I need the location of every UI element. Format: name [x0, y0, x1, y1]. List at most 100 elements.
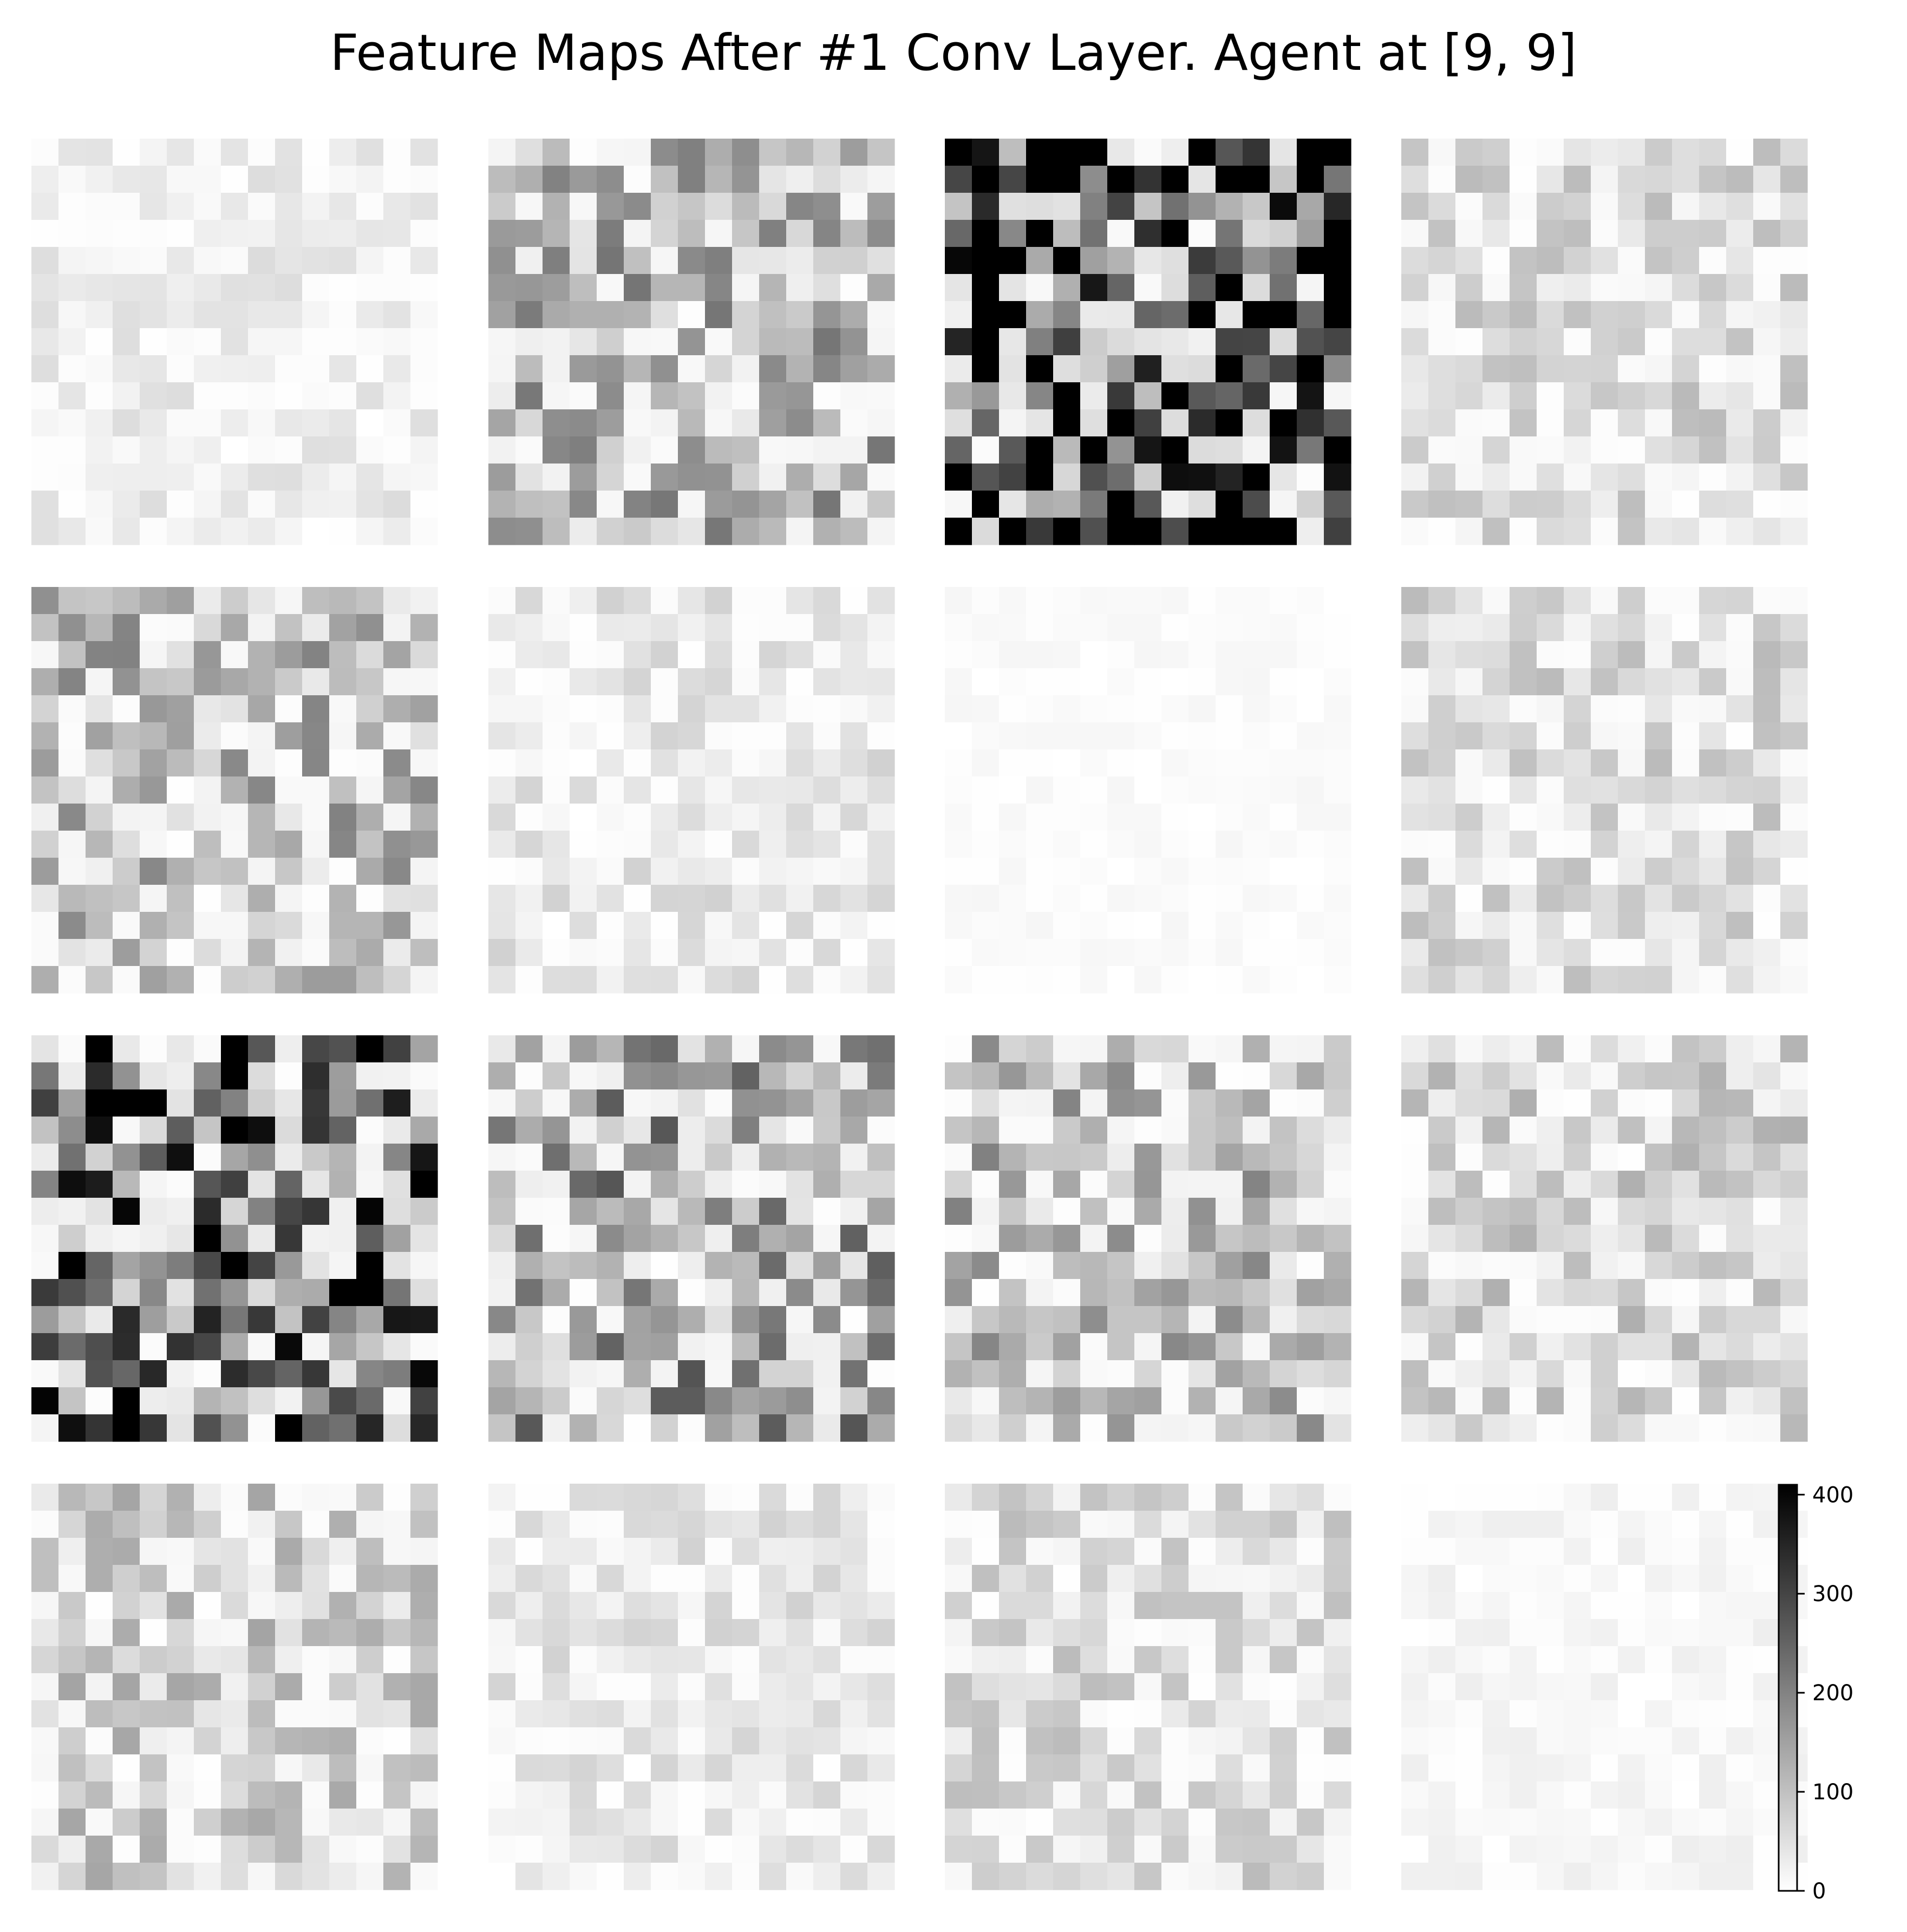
heatmap-cell: [1243, 1809, 1270, 1836]
feature-map-10: [488, 1035, 895, 1442]
heatmap-cell: [1591, 1538, 1618, 1565]
feature-map-4: [1401, 139, 1808, 545]
heatmap-cell: [813, 1836, 841, 1863]
heatmap-cell: [1428, 301, 1456, 329]
heatmap-cell: [302, 695, 330, 723]
heatmap-cell: [786, 1754, 814, 1782]
heatmap-cell: [624, 464, 651, 491]
heatmap-cell: [248, 939, 276, 967]
heatmap-cell: [678, 1646, 706, 1674]
heatmap-cell: [813, 668, 841, 696]
heatmap-cell: [678, 804, 706, 831]
heatmap-cell: [1428, 1035, 1456, 1063]
heatmap-cell: [1428, 328, 1456, 356]
heatmap-cell: [1243, 776, 1270, 804]
heatmap-cell: [1134, 695, 1162, 723]
heatmap-cell: [759, 641, 787, 669]
heatmap-cell: [1672, 776, 1700, 804]
heatmap-cell: [1455, 1414, 1483, 1442]
heatmap-cell: [1537, 518, 1564, 545]
heatmap-cell: [732, 1836, 760, 1863]
heatmap-cell: [86, 1225, 113, 1252]
heatmap-cell: [1483, 1035, 1510, 1063]
heatmap-cell: [678, 885, 706, 912]
heatmap-cell: [624, 939, 651, 967]
heatmap-cell: [356, 695, 384, 723]
heatmap-cell: [113, 1538, 140, 1565]
heatmap-cell: [705, 1144, 733, 1171]
heatmap-cell: [543, 328, 570, 356]
heatmap-cell: [1672, 1592, 1700, 1620]
heatmap-cell: [248, 1538, 276, 1565]
heatmap-cell: [570, 139, 597, 166]
heatmap-cell: [1107, 641, 1135, 669]
heatmap-cell: [1401, 1279, 1429, 1307]
heatmap-cell: [1618, 695, 1645, 723]
heatmap-cell: [515, 1511, 543, 1538]
heatmap-cell: [1483, 885, 1510, 912]
heatmap-cell: [1726, 1387, 1754, 1415]
heatmap-cell: [113, 831, 140, 858]
heatmap-cell: [1297, 491, 1324, 518]
heatmap-cell: [113, 966, 140, 994]
heatmap-cell: [624, 491, 651, 518]
heatmap-cell: [1188, 139, 1216, 166]
heatmap-cell: [732, 247, 760, 275]
heatmap-cell: [1726, 1171, 1754, 1198]
heatmap-cell: [1726, 220, 1754, 247]
heatmap-cell: [1455, 1035, 1483, 1063]
heatmap-cell: [58, 912, 86, 939]
heatmap-cell: [302, 885, 330, 912]
heatmap-cell: [275, 614, 303, 642]
heatmap-cell: [1297, 831, 1324, 858]
heatmap-cell: [1080, 193, 1108, 220]
heatmap-cell: [1297, 939, 1324, 967]
heatmap-cell: [248, 301, 276, 329]
heatmap-cell: [1699, 139, 1727, 166]
heatmap-cell: [383, 1062, 411, 1090]
heatmap-cell: [1618, 1089, 1645, 1117]
heatmap-cell: [1401, 1171, 1429, 1198]
heatmap-cell: [86, 614, 113, 642]
heatmap-cell: [31, 1062, 59, 1090]
heatmap-cell: [31, 1225, 59, 1252]
heatmap-cell: [1455, 776, 1483, 804]
heatmap-cell: [786, 1387, 814, 1415]
heatmap-cell: [570, 1700, 597, 1728]
heatmap-cell: [1591, 668, 1618, 696]
heatmap-cell: [945, 139, 972, 166]
heatmap-cell: [1297, 1673, 1324, 1701]
heatmap-cell: [275, 1673, 303, 1701]
heatmap-cell: [1080, 247, 1108, 275]
heatmap-cell: [651, 1089, 678, 1117]
heatmap-cell: [1053, 518, 1081, 545]
heatmap-cell: [221, 518, 249, 545]
heatmap-cell: [140, 912, 167, 939]
heatmap-cell: [1537, 436, 1564, 464]
heatmap-cell: [786, 1836, 814, 1863]
heatmap-cell: [1591, 776, 1618, 804]
heatmap-cell: [1591, 1484, 1618, 1511]
heatmap-cell: [1297, 858, 1324, 885]
heatmap-cell: [1537, 614, 1564, 642]
heatmap-cell: [1672, 1538, 1700, 1565]
heatmap-cell: [1699, 1836, 1727, 1863]
heatmap-cell: [999, 1062, 1027, 1090]
heatmap-cell: [140, 966, 167, 994]
heatmap-cell: [221, 1511, 249, 1538]
heatmap-cell: [1672, 804, 1700, 831]
heatmap-cell: [275, 939, 303, 967]
heatmap-cell: [1455, 1171, 1483, 1198]
heatmap-cell: [275, 1117, 303, 1144]
heatmap-cell: [113, 220, 140, 247]
heatmap-cell: [867, 912, 895, 939]
heatmap-cell: [759, 804, 787, 831]
heatmap-cell: [1510, 912, 1537, 939]
heatmap-cell: [1428, 1089, 1456, 1117]
heatmap-cell: [1297, 1279, 1324, 1307]
heatmap-cell: [140, 668, 167, 696]
heatmap-cell: [1455, 587, 1483, 615]
heatmap-cell: [813, 614, 841, 642]
heatmap-cell: [302, 1171, 330, 1198]
heatmap-cell: [31, 1619, 59, 1647]
